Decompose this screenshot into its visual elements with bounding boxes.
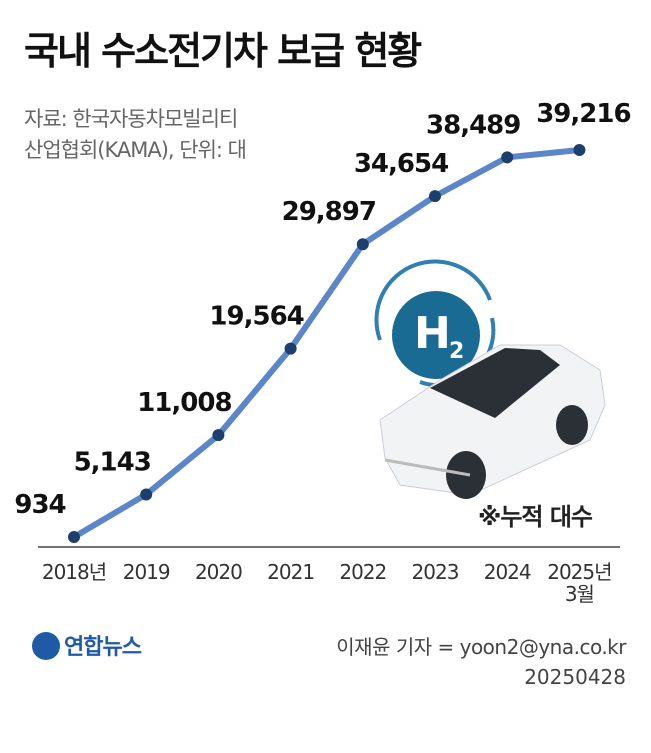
x-tick-label: 2018년 <box>41 560 107 584</box>
point <box>429 190 441 203</box>
point <box>573 144 586 156</box>
data-label: 934 <box>14 490 65 520</box>
data-label: 34,654 <box>354 149 448 179</box>
point <box>212 429 225 442</box>
source: 자료: 한국자동차모빌리티 <box>24 107 237 131</box>
point <box>68 531 80 543</box>
x-tick-label: 2020 <box>194 560 243 584</box>
x-tick-label: 2019 <box>122 560 171 584</box>
credit: 이재윤 기자 = yoon2@yna.co.kr <box>336 635 627 659</box>
chart-title: 국내 수소전기차 보급 현황 <box>24 29 422 73</box>
x-tick-label: 2023 <box>411 560 460 584</box>
badge-sub: 2 <box>449 339 464 364</box>
point <box>284 342 297 355</box>
x-tick-label: 2024 <box>483 560 532 584</box>
source: 산업협회(KAMA), 단위: 대 <box>24 138 246 162</box>
point <box>501 151 514 164</box>
data-label: 11,008 <box>137 388 231 418</box>
note: ※누적 대수 <box>478 503 593 531</box>
date: 20250428 <box>524 665 626 689</box>
data-label: 39,216 <box>536 99 630 129</box>
data-label: 38,489 <box>426 110 520 140</box>
x-tick-label: 2025년 3월 <box>547 560 612 606</box>
data-label: 19,564 <box>209 302 303 332</box>
data-label: 5,143 <box>74 447 151 477</box>
line <box>72 147 580 540</box>
x-tick-label: 2022 <box>339 560 387 584</box>
badge-main: H <box>414 308 451 359</box>
logo-icon <box>32 632 60 660</box>
x-tick-label: 2021 <box>267 560 315 584</box>
logo: 연합뉴스 <box>64 634 142 660</box>
point <box>356 238 369 251</box>
point <box>140 488 153 501</box>
car-illustration <box>374 259 606 499</box>
data-label: 29,897 <box>282 197 376 227</box>
